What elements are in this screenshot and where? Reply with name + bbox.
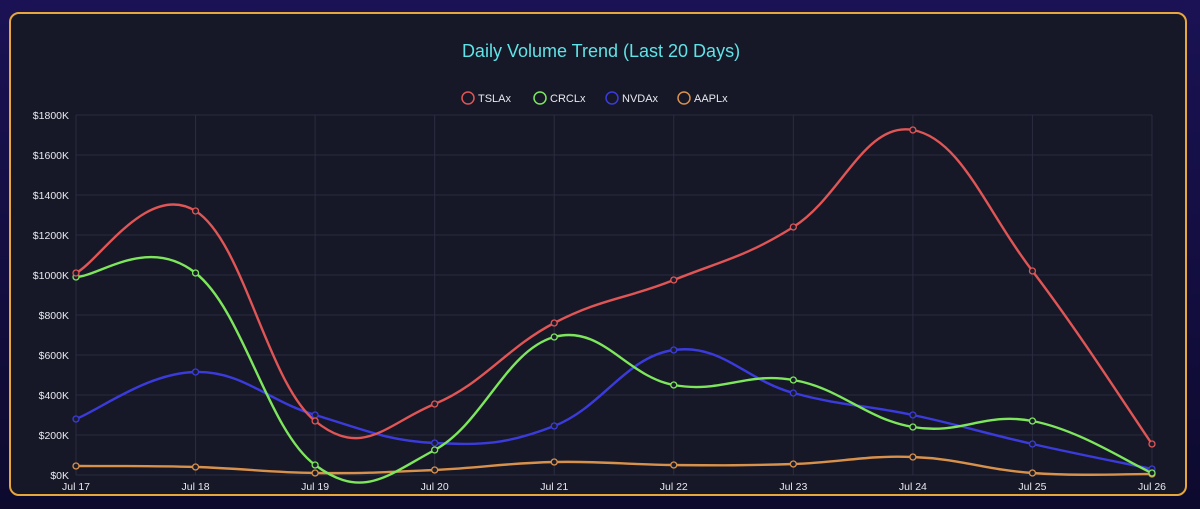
data-point-crclx[interactable]	[670, 381, 678, 389]
data-point-tslax[interactable]	[550, 319, 558, 327]
data-point-aaplx[interactable]	[191, 463, 200, 471]
data-point-nvdax[interactable]	[789, 389, 797, 397]
data-point-crclx[interactable]	[909, 423, 917, 431]
x-tick-label: Jul 19	[301, 481, 329, 493]
data-point-nvdax[interactable]	[431, 439, 439, 447]
legend-swatch	[677, 91, 691, 105]
data-point-nvdax[interactable]	[72, 415, 80, 423]
data-point-tslax[interactable]	[311, 417, 319, 425]
legend-swatch	[605, 91, 619, 105]
x-tick-label: Jul 25	[1018, 481, 1046, 493]
x-axis-ticks: Jul 17 Jul 18 Jul 19 Jul 20 Jul 21 Jul 22 Jul …	[62, 481, 1166, 493]
data-point-aaplx[interactable]	[1028, 469, 1037, 477]
data-point-nvdax[interactable]	[1028, 440, 1037, 448]
data-point-nvdax[interactable]	[909, 411, 917, 419]
data-point-nvdax[interactable]	[311, 411, 319, 419]
y-tick-label: $1800K	[33, 110, 69, 122]
y-tick-label: $800K	[39, 310, 69, 322]
data-point-tslax[interactable]	[909, 126, 917, 134]
chart-title: Daily Volume Trend (Last 20 Days)	[462, 41, 740, 61]
data-point-crclx[interactable]	[191, 269, 200, 277]
data-point-tslax[interactable]	[191, 207, 200, 215]
legend-swatch	[533, 91, 547, 105]
data-point-tslax[interactable]	[1028, 267, 1037, 275]
legend-item-aaplx[interactable]: AAPLx	[677, 91, 728, 105]
legend-label: NVDAx	[622, 93, 659, 105]
legend-label: AAPLx	[694, 93, 728, 105]
data-point-nvdax[interactable]	[191, 368, 200, 376]
data-point-tslax[interactable]	[1148, 440, 1156, 448]
data-point-aaplx[interactable]	[550, 458, 558, 466]
legend-label: CRCLx	[550, 93, 586, 105]
data-point-tslax[interactable]	[789, 223, 797, 231]
x-tick-label: Jul 24	[899, 481, 927, 493]
x-tick-label: Jul 20	[421, 481, 449, 493]
x-tick-label: Jul 23	[779, 481, 807, 493]
x-tick-label: Jul 17	[62, 481, 90, 493]
x-tick-label: Jul 21	[540, 481, 568, 493]
volume-line-chart: Daily Volume Trend (Last 20 Days) TSLAx C…	[33, 41, 1166, 493]
y-tick-label: $0K	[50, 470, 69, 482]
data-point-tslax[interactable]	[72, 269, 80, 277]
y-tick-label: $400K	[39, 390, 69, 402]
chart-grid	[75, 114, 1153, 476]
data-point-crclx[interactable]	[789, 376, 797, 384]
legend-label: TSLAx	[478, 93, 512, 105]
series-line-tslax	[75, 128, 1153, 445]
legend-swatch	[461, 91, 475, 105]
chart-card: Daily Volume Trend (Last 20 Days) TSLAx C…	[9, 12, 1187, 496]
legend-item-crclx[interactable]: CRCLx	[533, 91, 586, 105]
y-tick-label: $1400K	[33, 190, 69, 202]
data-point-crclx[interactable]	[431, 446, 439, 454]
data-point-aaplx[interactable]	[431, 466, 439, 474]
data-point-aaplx[interactable]	[909, 453, 917, 461]
data-point-aaplx[interactable]	[670, 461, 678, 469]
series-line-crclx	[75, 255, 1153, 484]
y-tick-label: $200K	[39, 430, 69, 442]
data-point-crclx[interactable]	[311, 461, 319, 469]
series-points	[72, 126, 1156, 478]
y-tick-label: $1000K	[33, 270, 69, 282]
x-tick-label: Jul 26	[1138, 481, 1166, 493]
y-tick-label: $1600K	[33, 150, 69, 162]
x-tick-label: Jul 18	[182, 481, 210, 493]
series-line-aaplx	[75, 455, 1153, 476]
y-tick-label: $1200K	[33, 230, 69, 242]
legend-item-tslax[interactable]: TSLAx	[461, 91, 512, 105]
legend-item-nvdax[interactable]: NVDAx	[605, 91, 659, 105]
data-point-crclx[interactable]	[550, 333, 558, 341]
chart-legend: TSLAx CRCLx NVDAx AAPLx	[461, 91, 728, 105]
series-line-nvdax	[75, 348, 1153, 471]
data-point-aaplx[interactable]	[789, 460, 797, 468]
data-point-nvdax[interactable]	[550, 422, 558, 430]
y-tick-label: $600K	[39, 350, 69, 362]
data-point-nvdax[interactable]	[670, 346, 678, 354]
data-point-tslax[interactable]	[431, 400, 439, 408]
data-point-crclx[interactable]	[1148, 469, 1156, 477]
data-point-tslax[interactable]	[670, 276, 678, 284]
data-point-crclx[interactable]	[1028, 417, 1037, 425]
data-point-aaplx[interactable]	[311, 469, 319, 477]
data-point-aaplx[interactable]	[72, 462, 80, 470]
y-axis-ticks: $0K $200K $400K $600K $800K $1000K $1200K $1400…	[33, 110, 69, 482]
x-tick-label: Jul 22	[660, 481, 688, 493]
series-lines	[75, 128, 1153, 484]
